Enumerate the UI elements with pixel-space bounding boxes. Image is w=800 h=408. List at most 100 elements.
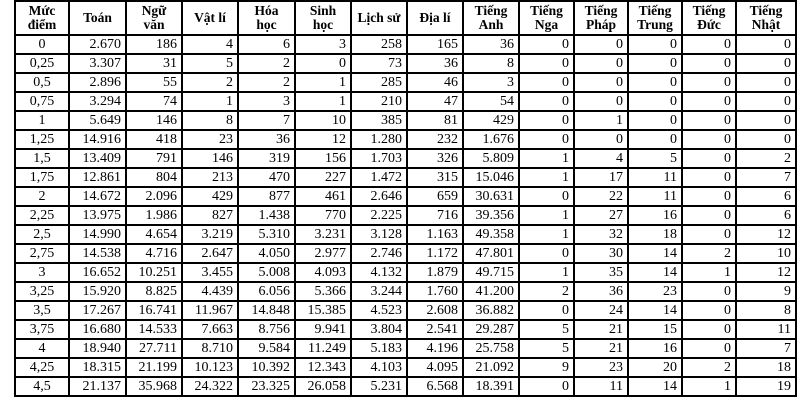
count-cell: 716 xyxy=(406,205,464,226)
column-header-text: Hóa xyxy=(254,3,279,18)
count-cell: 8 xyxy=(181,110,239,131)
count-cell: 4.050 xyxy=(237,243,296,264)
count-cell: 29.287 xyxy=(462,319,520,340)
count-cell: 12.861 xyxy=(68,167,127,188)
column-header-text: Anh xyxy=(478,17,504,32)
count-cell: 6 xyxy=(735,186,797,207)
count-cell: 16.680 xyxy=(68,319,127,340)
count-cell: 14.672 xyxy=(68,186,127,207)
count-cell: 5.649 xyxy=(68,110,127,131)
score-level-cell: 1,5 xyxy=(14,148,70,169)
count-cell: 0 xyxy=(735,129,797,150)
count-cell: 2.746 xyxy=(350,243,408,264)
count-cell: 0 xyxy=(681,53,737,74)
column-header: Tiếng Pháp xyxy=(573,0,629,36)
count-cell: 23 xyxy=(573,357,629,378)
count-cell: 4.523 xyxy=(350,300,408,321)
count-cell: 1 xyxy=(518,148,575,169)
count-cell: 429 xyxy=(462,110,520,131)
count-cell: 9 xyxy=(518,357,575,378)
count-cell: 258 xyxy=(350,34,408,55)
count-cell: 804 xyxy=(125,167,183,188)
count-cell: 3.307 xyxy=(68,53,127,74)
count-cell: 36 xyxy=(573,281,629,302)
count-cell: 0 xyxy=(518,53,575,74)
table-row: 2,75 14.538 4.716 2.647 4.050 2.977 2.746 1.172… xyxy=(14,243,797,264)
count-cell: 461 xyxy=(294,186,352,207)
count-cell: 1 xyxy=(518,262,575,283)
table-body: 0 2.670 186 4 6 3 258 165 36 0 0 0 0 0 0,25 3.307 31 5 2 0 7… xyxy=(14,34,797,397)
count-cell: 1 xyxy=(681,376,737,397)
count-cell: 146 xyxy=(181,148,239,169)
score-level-cell: 1 xyxy=(14,110,70,131)
count-cell: 16 xyxy=(627,205,683,226)
count-cell: 16.652 xyxy=(68,262,127,283)
count-cell: 14 xyxy=(627,376,683,397)
count-cell: 0 xyxy=(518,243,575,264)
score-level-cell: 3,25 xyxy=(14,281,70,302)
column-header-text: Toán xyxy=(83,10,112,25)
count-cell: 4.716 xyxy=(125,243,183,264)
count-cell: 8 xyxy=(735,300,797,321)
count-cell: 0 xyxy=(573,53,629,74)
count-cell: 21 xyxy=(573,338,629,359)
count-cell: 0 xyxy=(627,91,683,112)
column-header-text: Pháp xyxy=(585,17,616,32)
count-cell: 10 xyxy=(735,243,797,264)
count-cell: 35.968 xyxy=(125,376,183,397)
count-cell: 319 xyxy=(237,148,296,169)
count-cell: 326 xyxy=(406,148,464,169)
count-cell: 2.896 xyxy=(68,72,127,93)
count-cell: 791 xyxy=(125,148,183,169)
count-cell: 18.391 xyxy=(462,376,520,397)
score-level-cell: 3 xyxy=(14,262,70,283)
count-cell: 17.267 xyxy=(68,300,127,321)
count-cell: 429 xyxy=(181,186,239,207)
count-cell: 21.137 xyxy=(68,376,127,397)
count-cell: 1 xyxy=(294,72,352,93)
count-cell: 315 xyxy=(406,167,464,188)
count-cell: 8 xyxy=(462,53,520,74)
count-cell: 25.758 xyxy=(462,338,520,359)
count-cell: 2.646 xyxy=(350,186,408,207)
count-cell: 31 xyxy=(125,53,183,74)
count-cell: 2 xyxy=(681,357,737,378)
count-cell: 14 xyxy=(627,300,683,321)
count-cell: 2.608 xyxy=(406,300,464,321)
count-cell: 1 xyxy=(518,205,575,226)
score-level-cell: 2 xyxy=(14,186,70,207)
table-row: 1,25 14.916 418 23 36 12 1.280 232 1.676 0 0 0 0 0 xyxy=(14,129,797,150)
count-cell: 0 xyxy=(518,110,575,131)
count-cell: 12.343 xyxy=(294,357,352,378)
count-cell: 5 xyxy=(181,53,239,74)
count-cell: 6 xyxy=(237,34,296,55)
count-cell: 7 xyxy=(237,110,296,131)
count-cell: 14.916 xyxy=(68,129,127,150)
column-header: Toán xyxy=(68,0,127,36)
count-cell: 5 xyxy=(518,338,575,359)
count-cell: 10.251 xyxy=(125,262,183,283)
count-cell: 14.848 xyxy=(237,300,296,321)
count-cell: 165 xyxy=(406,34,464,55)
count-cell: 2.670 xyxy=(68,34,127,55)
count-cell: 385 xyxy=(350,110,408,131)
count-cell: 4.132 xyxy=(350,262,408,283)
header-row: Mức điểm Toán Ngữ văn Vật lí Hóa học Sinh học Lịch… xyxy=(14,0,797,36)
score-level-cell: 0,5 xyxy=(14,72,70,93)
count-cell: 3 xyxy=(462,72,520,93)
count-cell: 0 xyxy=(518,34,575,55)
count-cell: 35 xyxy=(573,262,629,283)
column-header-text: Nhật xyxy=(751,17,781,32)
count-cell: 146 xyxy=(125,110,183,131)
count-cell: 81 xyxy=(406,110,464,131)
count-cell: 2 xyxy=(735,148,797,169)
count-cell: 3.231 xyxy=(294,224,352,245)
score-level-cell: 4,25 xyxy=(14,357,70,378)
count-cell: 3 xyxy=(294,34,352,55)
count-cell: 0 xyxy=(681,224,737,245)
count-cell: 18.940 xyxy=(68,338,127,359)
count-cell: 0 xyxy=(518,72,575,93)
count-cell: 1.438 xyxy=(237,205,296,226)
count-cell: 11 xyxy=(627,167,683,188)
count-cell: 11 xyxy=(735,319,797,340)
